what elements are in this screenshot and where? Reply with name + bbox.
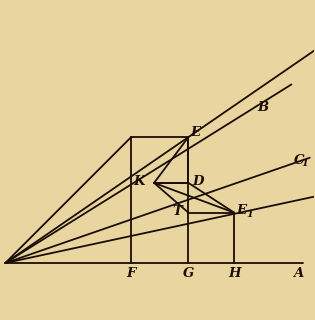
Text: K: K bbox=[134, 175, 145, 188]
Text: D: D bbox=[192, 175, 203, 188]
Text: E: E bbox=[237, 204, 247, 217]
Text: T: T bbox=[173, 205, 183, 218]
Text: A: A bbox=[293, 267, 303, 280]
Text: H: H bbox=[228, 267, 240, 280]
Text: 1: 1 bbox=[302, 159, 308, 168]
Text: B: B bbox=[257, 101, 268, 114]
Text: C: C bbox=[294, 154, 304, 166]
Text: F: F bbox=[127, 267, 136, 280]
Text: 1: 1 bbox=[246, 211, 253, 220]
Text: G: G bbox=[183, 267, 194, 280]
Text: E: E bbox=[191, 126, 201, 139]
